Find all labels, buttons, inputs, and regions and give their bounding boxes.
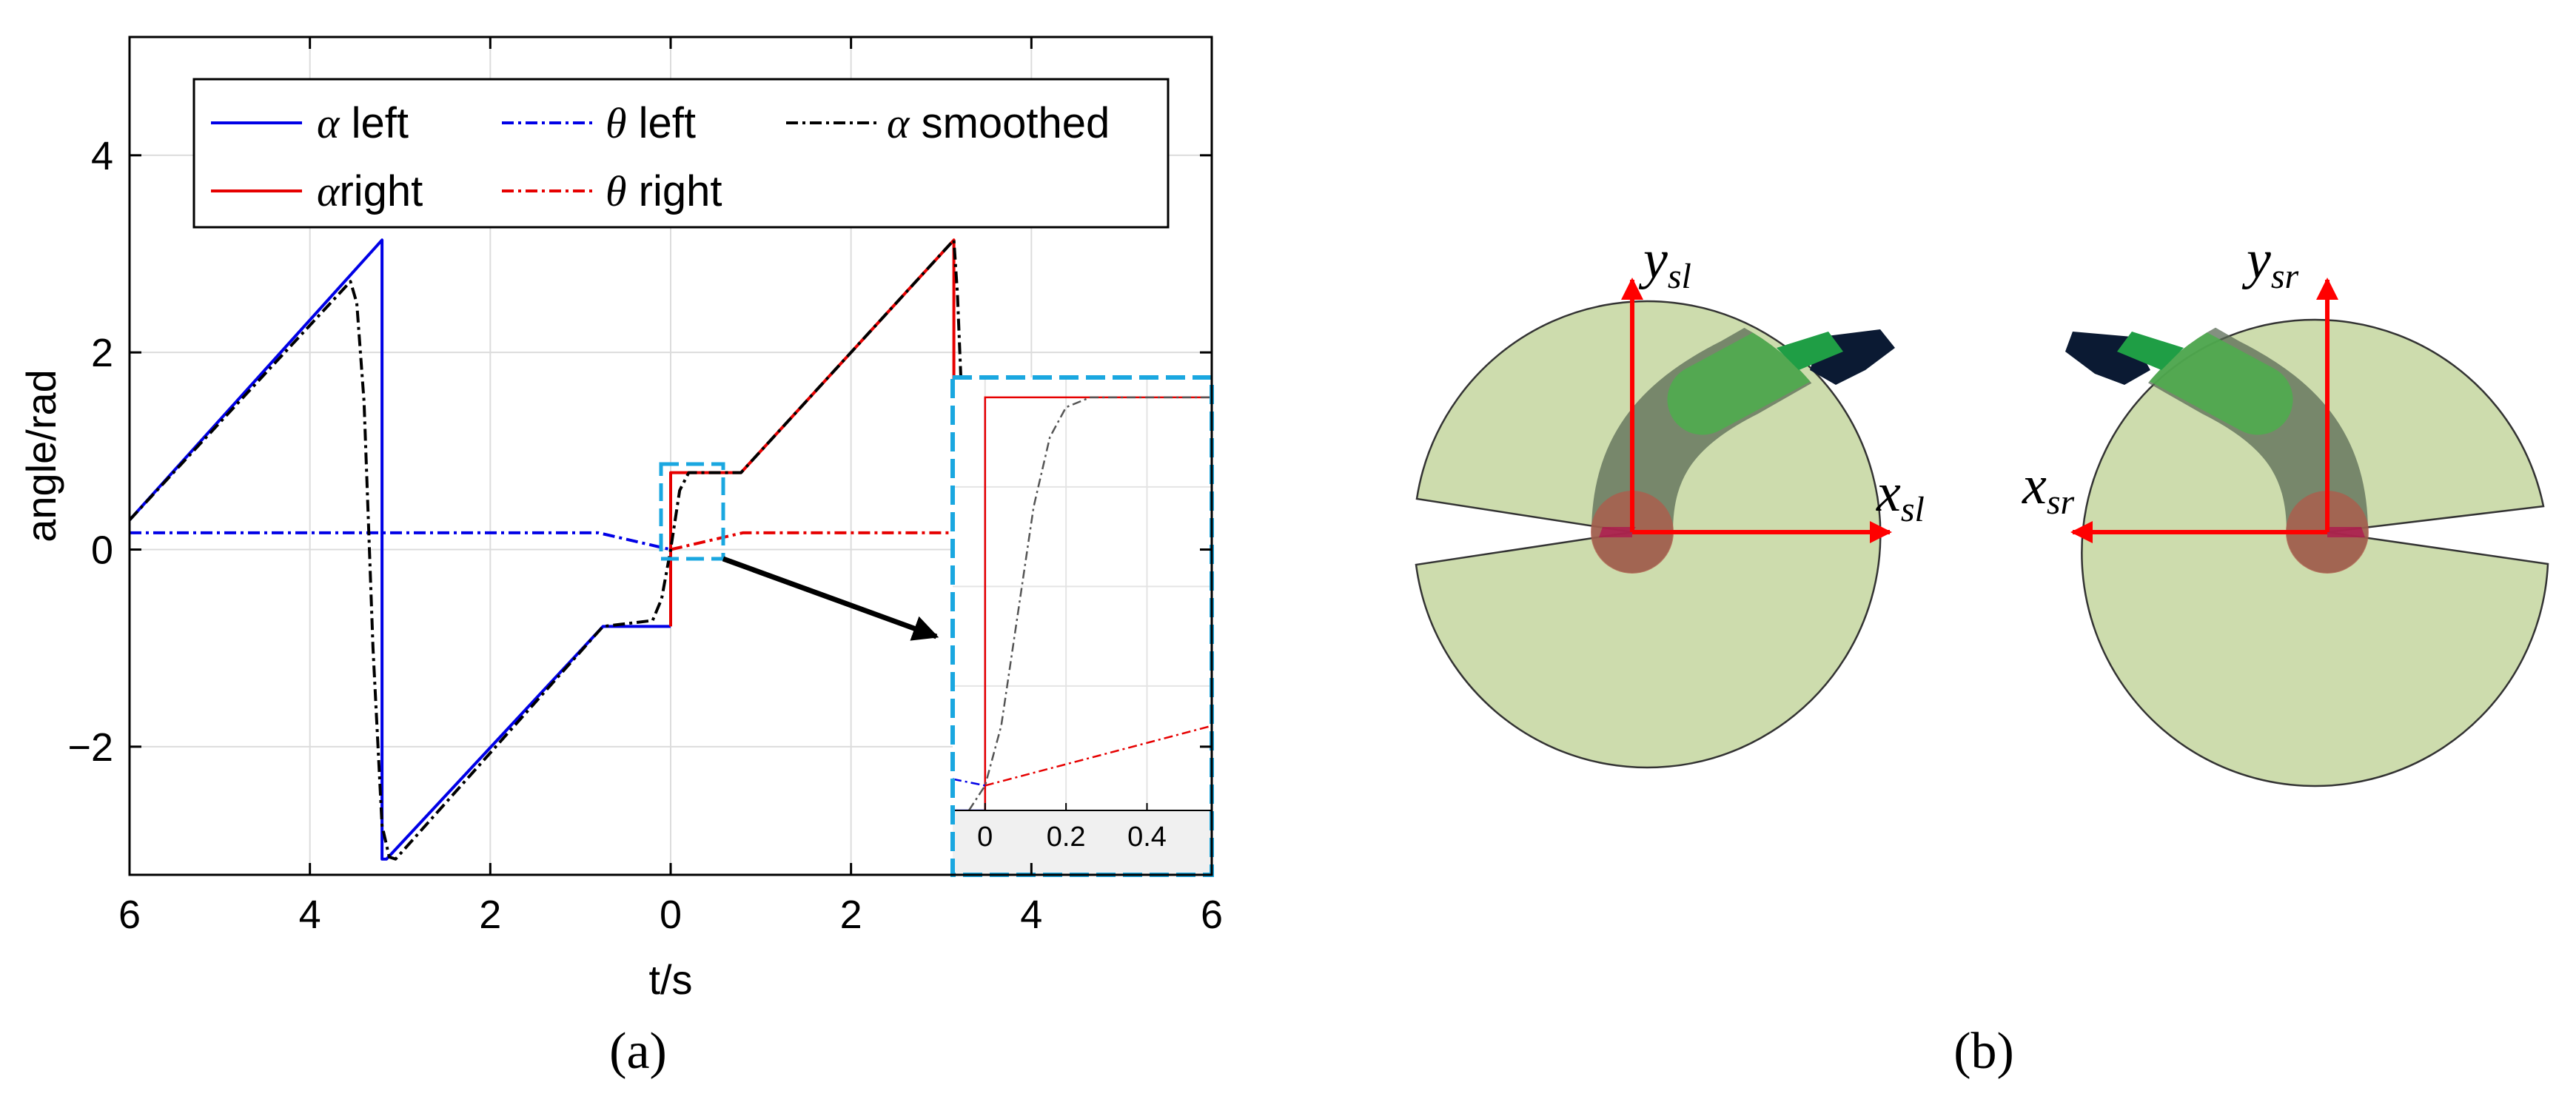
x-tick-label: 6 [1201, 893, 1223, 937]
x-tick-label: 2 [479, 893, 501, 937]
y-tick-label: −2 [67, 725, 113, 770]
y-tick-labels: −2 0 2 4 [67, 134, 113, 770]
inset-series-lines [953, 396, 1212, 810]
x-tick-labels: 6 4 2 0 2 4 6 [118, 893, 1223, 937]
x-axis-label: t/s [648, 956, 692, 1003]
inset-alpha-smoothed [967, 396, 1212, 810]
y-axis-label: angle/rad [18, 369, 64, 543]
series-lines [130, 238, 963, 861]
inset-tick-label: 0 [977, 822, 993, 853]
legend-greek: α [317, 167, 341, 215]
line-chart: 0 0.2 0.4 6 4 2 0 2 4 6 −2 0 2 4 t/s angle/rad α le… [18, 36, 1223, 1080]
legend-greek: θ [606, 99, 627, 147]
inset-theta-left [953, 778, 986, 787]
legend-label: right [639, 167, 722, 215]
inset-theta-right [985, 725, 1212, 787]
legend-entry-alpha-smoothed: α smoothed [786, 99, 1110, 147]
legend-entry-theta-right: θ right [502, 167, 722, 215]
x-tick-label: 4 [299, 893, 321, 937]
left-y-axis-label: ysl [1638, 229, 1691, 296]
inset-alpha-right [984, 396, 1212, 810]
inset-zoom-plot: 0 0.2 0.4 [950, 375, 1214, 877]
inset-tick-labels: 0 0.2 0.4 [977, 803, 1167, 853]
legend-entry-alpha-right: αright [211, 167, 423, 215]
svg-text:θ left: θ left [606, 99, 696, 147]
zoom-arrow [722, 556, 939, 641]
workspace-diagram: ysl xsl ysr xsr (b) [1415, 229, 2549, 1080]
legend-greek: α [887, 99, 910, 147]
svg-text:αright: αright [317, 167, 423, 215]
right-x-axis-label: xsr [2022, 455, 2075, 522]
series-line-3 [670, 531, 950, 551]
y-tick-label: 0 [91, 528, 113, 573]
legend-box [192, 78, 1170, 229]
series-line-4 [130, 238, 963, 861]
legend-entry-alpha-left: α left [211, 99, 409, 147]
panel-label-b: (b) [1953, 1023, 2014, 1080]
legend-label: right [339, 167, 423, 215]
svg-text:α left: α left [317, 99, 409, 147]
legend-label: left [352, 99, 409, 147]
x-tick-label: 2 [840, 893, 862, 937]
legend-greek: θ [606, 167, 627, 215]
svg-text:θ right: θ right [606, 167, 722, 215]
legend-label: left [639, 99, 696, 147]
tick-marks [128, 37, 1213, 875]
x-tick-label: 0 [660, 893, 682, 937]
x-tick-label: 4 [1020, 893, 1042, 937]
inset-tick-label: 0.2 [1047, 822, 1086, 853]
inset-tick-label: 0.4 [1127, 822, 1167, 853]
series-line-2 [130, 531, 671, 551]
right-workspace: ysr xsr [2022, 229, 2549, 787]
x-tick-label: 6 [118, 893, 141, 937]
legend: α left αright θ left θ right α smoothed [192, 78, 1170, 229]
y-tick-label: 2 [91, 331, 113, 375]
inset-tick-band [953, 810, 1212, 875]
legend-greek: α [317, 99, 341, 147]
right-gripper-base [2117, 332, 2184, 370]
y-tick-label: 4 [91, 134, 113, 178]
left-workspace: ysl xsl [1415, 229, 1925, 769]
svg-text:α smoothed: α smoothed [887, 99, 1110, 147]
left-x-axis-label: xsl [1876, 463, 1925, 529]
right-y-axis-label: ysr [2241, 229, 2299, 296]
legend-entry-theta-left: θ left [502, 99, 696, 147]
panel-label-a: (a) [609, 1023, 667, 1080]
zoom-region-box [659, 462, 725, 561]
legend-label: smoothed [922, 99, 1110, 147]
left-gripper-base [1777, 332, 1843, 370]
